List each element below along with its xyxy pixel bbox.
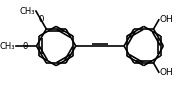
Text: OH: OH bbox=[160, 15, 173, 24]
Text: O: O bbox=[38, 15, 44, 24]
Text: CH₃: CH₃ bbox=[0, 41, 15, 51]
Text: CH₃: CH₃ bbox=[19, 7, 35, 16]
Text: O: O bbox=[23, 41, 28, 51]
Text: OH: OH bbox=[160, 68, 173, 77]
